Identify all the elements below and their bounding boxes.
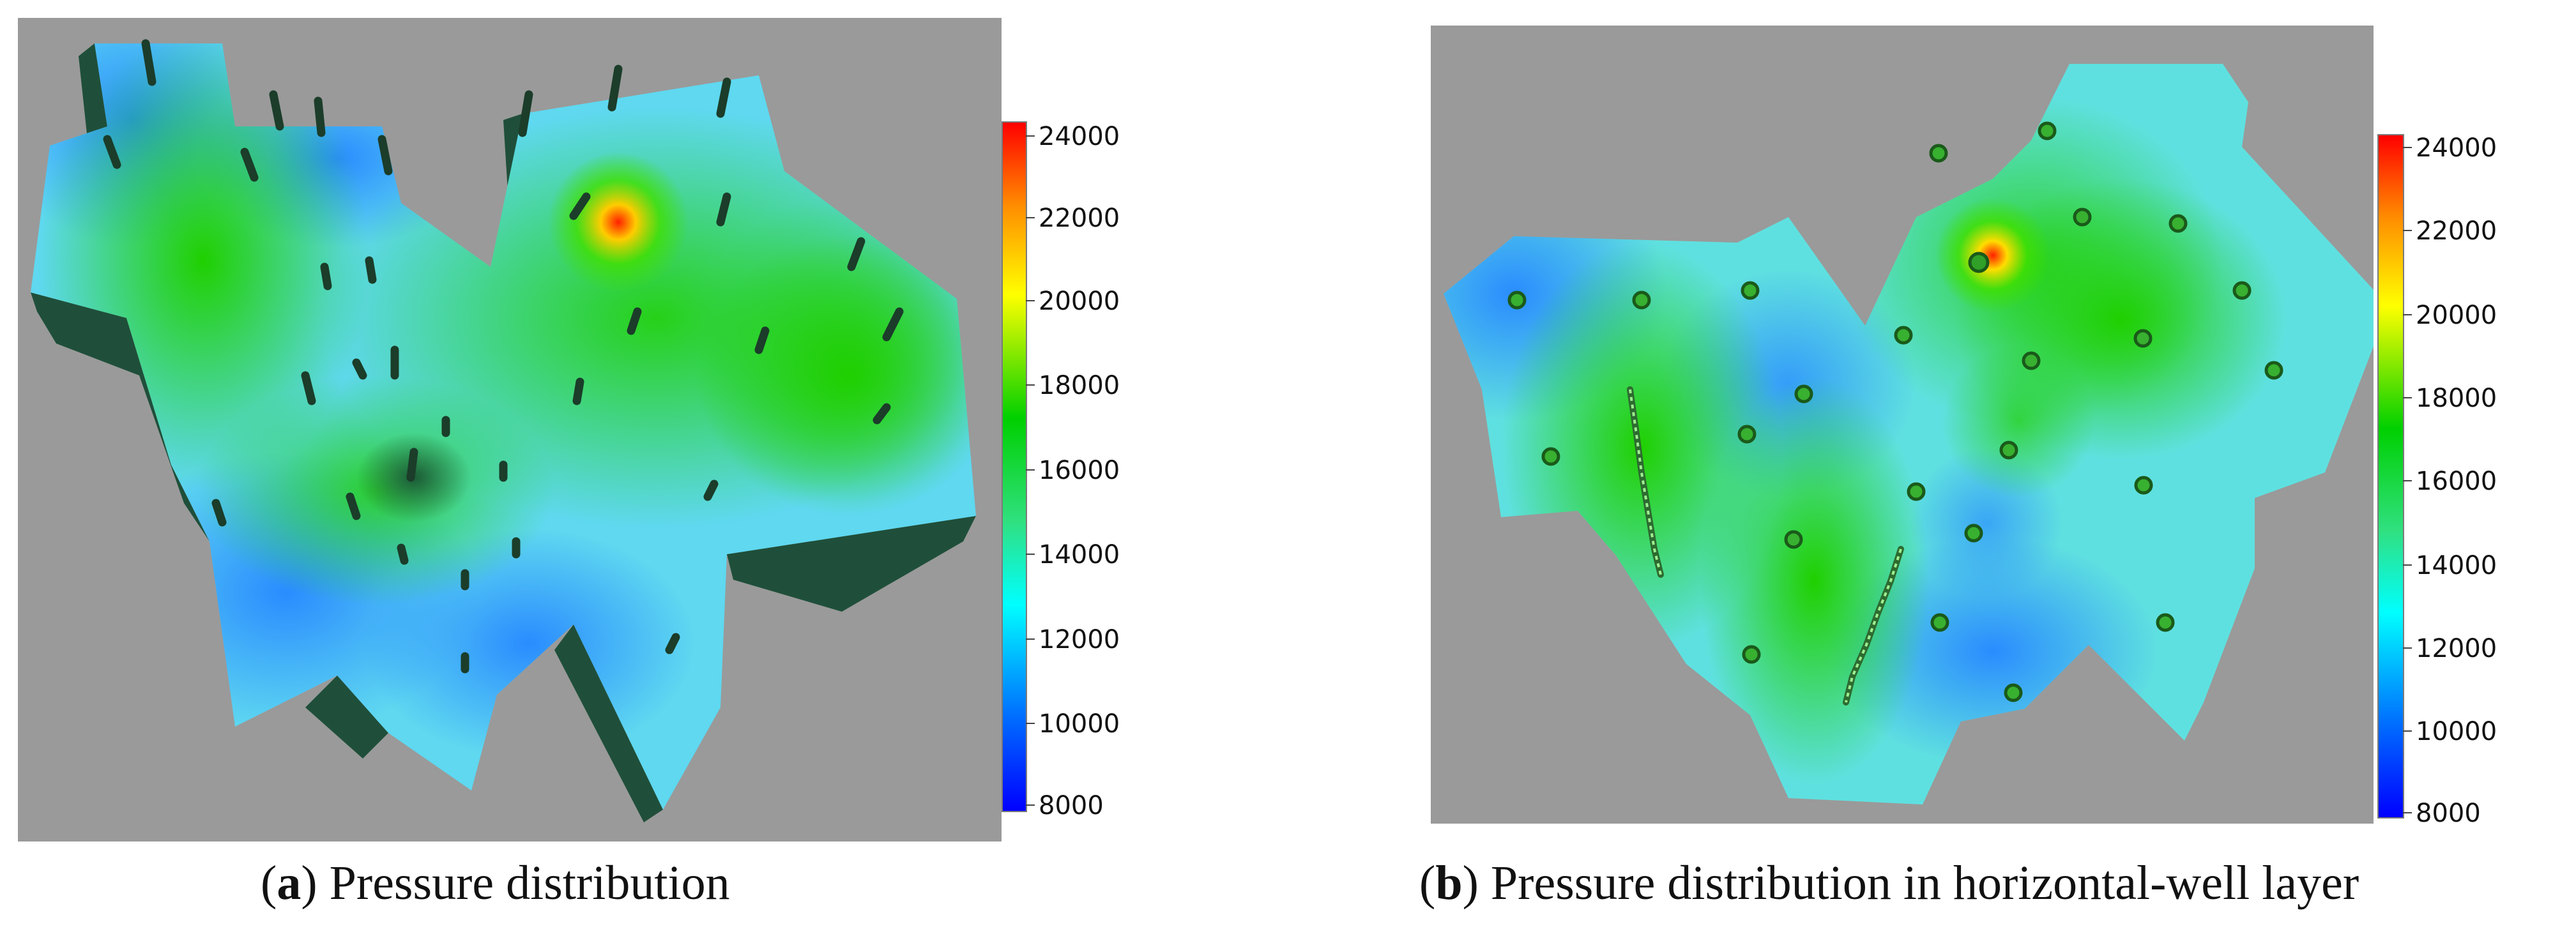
colorbar-a-strip xyxy=(1002,121,1027,812)
caption-a-text: Pressure distribution xyxy=(329,856,730,910)
colorbar-b-tick-label: 12000 xyxy=(2416,634,2497,663)
colorbar-a-tick-label: 10000 xyxy=(1039,709,1120,739)
colorbar-a-tick-label: 12000 xyxy=(1039,625,1120,654)
caption-b: (b) Pressure distribution in horizontal-… xyxy=(1419,856,2359,910)
pressure-map-3d-graphic xyxy=(31,39,976,822)
colorbar-a-tick-label: 8000 xyxy=(1039,791,1104,820)
caption-b-letter: b xyxy=(1435,856,1463,910)
pressure-map-3d xyxy=(18,18,1002,842)
caption-a-letter: a xyxy=(277,856,301,910)
colorbar-a-tick-label: 22000 xyxy=(1039,204,1120,233)
colorbar-a-tick-label: 20000 xyxy=(1039,287,1120,316)
colorbar-b-tick-label: 16000 xyxy=(2416,467,2497,496)
colorbar-a-tick-label: 18000 xyxy=(1039,371,1120,400)
colorbar-b-tick-label: 24000 xyxy=(2416,133,2497,163)
colorbar-b-tick-label: 10000 xyxy=(2416,717,2497,746)
pressure-map-layer xyxy=(1431,26,2374,824)
caption-a: (a) Pressure distribution xyxy=(261,856,730,910)
well-points xyxy=(1507,121,2283,702)
colorbar-b-tick-label: 18000 xyxy=(2416,384,2497,413)
caption-b-text: Pressure distribution in horizontal-well… xyxy=(1490,856,2359,910)
pressure-map-layer-graphic xyxy=(1444,64,2374,804)
colorbar-b-tick-label: 14000 xyxy=(2416,551,2497,580)
well-markers xyxy=(103,39,904,674)
colorbar-b-tick-label: 20000 xyxy=(2416,301,2497,330)
colorbar-b-strip xyxy=(2377,134,2404,819)
colorbar-b-tick-label: 8000 xyxy=(2416,799,2481,828)
colorbar-a-tick-label: 24000 xyxy=(1039,122,1120,151)
colorbar-a-tick-label: 16000 xyxy=(1039,456,1120,485)
colorbar-b-tick-label: 22000 xyxy=(2416,216,2497,246)
colorbar-a-tick-label: 14000 xyxy=(1039,540,1120,570)
